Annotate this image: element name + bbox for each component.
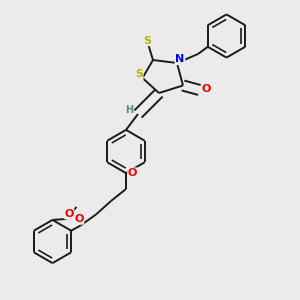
Text: O: O <box>201 84 211 94</box>
Text: O: O <box>128 168 137 178</box>
Text: H: H <box>125 105 133 116</box>
Text: O: O <box>74 214 84 224</box>
Text: S: S <box>143 35 151 46</box>
Text: S: S <box>135 69 143 80</box>
Text: O: O <box>64 208 74 219</box>
Text: N: N <box>176 54 184 64</box>
